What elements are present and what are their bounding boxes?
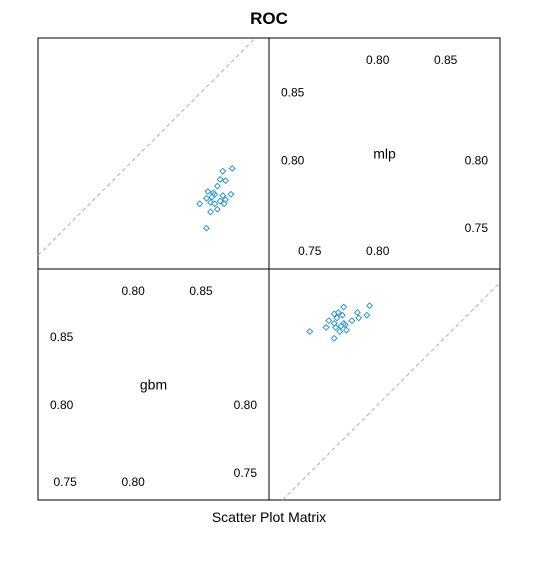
data-point [334,309,342,316]
data-point [203,194,210,202]
gbm-tick-bottom: 0.80 [121,475,145,489]
data-point [207,198,215,206]
data-point [322,323,330,331]
gbm-tick-right: 0.75 [234,466,258,480]
data-point [203,224,210,232]
data-point [220,200,228,208]
data-point [207,208,215,216]
data-point [219,167,227,175]
gbm-tick-right: 0.80 [234,398,258,412]
data-point [227,190,235,198]
data-point [348,317,356,325]
reference-line-upper [37,37,256,256]
data-point [337,322,345,330]
diag-label-mlp: mlp [373,146,396,162]
data-point [330,319,338,327]
data-point [333,314,341,322]
mlp-tick-top: 0.80 [366,53,390,67]
data-point [338,311,346,319]
panel-bottom-right [268,268,501,501]
data-point [340,303,348,311]
data-point [330,310,338,318]
data-point [196,200,204,208]
mlp-tick-right: 0.75 [465,221,489,235]
data-point [306,328,314,335]
data-point [228,165,236,172]
data-point [213,205,221,213]
data-point [216,175,224,183]
x-axis-label: Scatter Plot Matrix [212,509,326,525]
data-point [341,321,349,329]
diagonal-variable-labels: mlp gbm [140,146,396,393]
data-point [353,309,361,316]
data-point [355,314,363,322]
diagonal-tick-labels: 0.80 0.85 0.75 0.80 0.80 0.85 0.75 0.80 0.80 0.85… [50,53,488,489]
data-point [343,326,350,334]
diag-label-gbm: gbm [140,377,167,393]
data-point [219,192,227,200]
mlp-tick-left: 0.80 [281,153,305,167]
data-point [208,193,216,201]
mlp-tick-right: 0.80 [465,153,489,167]
points-lower-panel [306,302,373,342]
data-point [211,200,219,208]
data-point [222,177,229,185]
mlp-tick-bottom: 0.75 [298,244,322,258]
gbm-tick-left: 0.85 [50,330,74,344]
data-point [204,188,212,195]
reference-lines [37,37,501,501]
data-point [325,317,333,325]
mlp-tick-left: 0.85 [281,85,305,99]
points-upper-panel [196,165,236,232]
data-point [330,334,338,342]
chart-title: ROC [250,9,288,28]
panel-top-left [37,37,270,270]
mlp-tick-bottom: 0.80 [366,244,390,258]
reference-line-lower [282,282,501,501]
panel-frames [37,37,501,501]
data-point [332,323,340,331]
data-point [336,328,344,335]
gbm-tick-top: 0.85 [189,284,213,298]
mlp-tick-top: 0.85 [434,53,458,67]
gbm-tick-bottom: 0.75 [53,475,77,489]
data-point [216,197,224,205]
data-point [363,311,371,319]
data-point [213,182,221,190]
data-point [366,302,373,310]
gbm-tick-top: 0.80 [121,284,145,298]
gbm-tick-left: 0.80 [50,398,74,412]
